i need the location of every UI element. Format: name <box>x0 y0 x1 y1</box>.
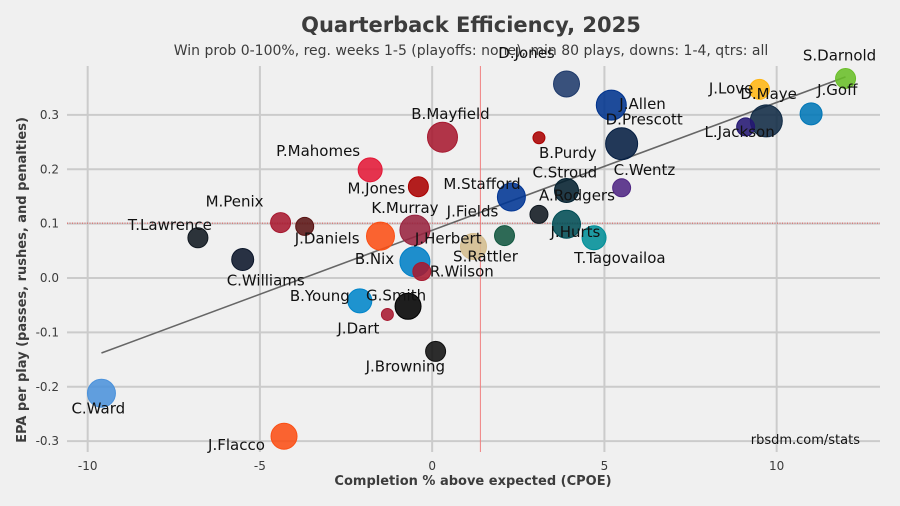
data-point-b-young <box>347 288 373 314</box>
point-label: D.Prescott <box>606 111 683 129</box>
data-point-b-purdy <box>532 131 546 145</box>
y-tick-label: 0.1 <box>40 217 59 231</box>
x-tick-label: -10 <box>78 459 98 473</box>
x-tick-label: -5 <box>254 459 266 473</box>
point-label: C.Ward <box>71 399 125 417</box>
data-point-j-dart <box>380 307 394 321</box>
data-points <box>86 68 857 450</box>
y-tick-label: 0.0 <box>40 271 59 285</box>
x-axis-label: Completion % above expected (CPOE) <box>334 474 611 489</box>
data-point-t-lawrence <box>187 227 209 249</box>
data-point-c-williams <box>231 248 255 272</box>
point-label: M.Jones <box>347 180 405 198</box>
point-label: J.Herbert <box>414 230 482 248</box>
point-label: A.Rodgers <box>539 186 615 204</box>
data-point-r-wilson <box>412 262 432 282</box>
point-label: K.Murray <box>371 199 438 217</box>
data-point-c-ward <box>86 378 116 408</box>
point-label: C.Stroud <box>533 163 598 181</box>
point-label: J.Hurts <box>550 223 601 241</box>
source-credit: rbsdm.com/stats <box>751 433 860 448</box>
x-tick-label: 0 <box>428 459 436 473</box>
y-tick-label: 0.3 <box>40 108 59 122</box>
point-label: J.Love <box>708 79 754 97</box>
y-tick-label: -0.1 <box>36 325 59 339</box>
y-tick-label: -0.3 <box>36 434 59 448</box>
point-label: S.Rattler <box>453 247 519 265</box>
data-point-j-love <box>748 78 770 100</box>
chart-title: Quarterback Efficiency, 2025 <box>301 13 641 37</box>
point-label: J.Goff <box>816 81 858 99</box>
y-tick-label: -0.2 <box>36 380 59 394</box>
data-point-l-jackson <box>736 117 756 137</box>
data-point-k-murray <box>399 214 431 246</box>
point-label: D.Jones <box>498 44 555 62</box>
data-point-j-browning <box>425 340 447 362</box>
point-labels: D.Jones S.Darnold J.Love J.Allen D.Maye J.Gof… <box>71 44 876 454</box>
point-label: T.Tagovailoa <box>573 249 666 267</box>
data-point-t-tagovailoa <box>581 225 607 251</box>
point-label: C.Wentz <box>614 161 676 179</box>
data-point-j-allen <box>595 89 627 121</box>
data-point-j-daniels <box>295 216 315 236</box>
point-label: R.Wilson <box>430 263 494 281</box>
data-point-m-penix <box>270 212 292 234</box>
data-point-s-darnold <box>835 68 857 90</box>
data-point-b-nix <box>365 221 395 251</box>
point-label: M.Stafford <box>443 175 520 193</box>
point-label: B.Young <box>290 287 350 305</box>
point-label: J.Dart <box>336 319 379 337</box>
point-label: J.Browning <box>365 357 445 375</box>
y-tick-label: 0.2 <box>40 162 59 176</box>
point-label: B.Purdy <box>539 144 597 162</box>
point-label: B.Nix <box>355 250 394 268</box>
data-point-a-rodgers <box>529 204 549 224</box>
data-point-m-jones <box>407 176 429 198</box>
point-label: P.Mahomes <box>276 142 360 160</box>
data-point-c-stroud <box>554 177 580 203</box>
x-tick-label: 10 <box>769 459 784 473</box>
point-label: B.Mayfield <box>411 105 489 123</box>
point-label: M.Penix <box>206 193 264 211</box>
trendline <box>101 76 846 354</box>
point-label: J.Flacco <box>207 436 265 454</box>
trendline-group <box>101 76 846 354</box>
x-tick-label: 5 <box>601 459 609 473</box>
point-label: G.Smith <box>366 286 426 304</box>
reference-lines <box>67 66 880 452</box>
point-label: J.Fields <box>446 203 499 221</box>
y-axis-label: EPA per play (passes, rushes, and penalt… <box>15 117 30 443</box>
point-label: C.Williams <box>227 272 305 290</box>
data-point-p-mahomes <box>357 157 383 183</box>
data-point-j-goff <box>799 102 823 126</box>
data-point-d-jones <box>553 70 581 98</box>
data-point-j-flacco <box>270 422 298 450</box>
point-label: J.Daniels <box>294 229 360 247</box>
data-point-j-fields <box>494 225 516 247</box>
data-point-b-mayfield <box>426 121 458 153</box>
point-label: D.Maye <box>740 85 797 103</box>
data-point-j-hurts <box>552 209 582 239</box>
data-point-s-rattler <box>460 232 487 260</box>
point-label: L.Jackson <box>705 123 775 141</box>
data-point-g-smith <box>394 292 422 320</box>
data-point-c-wentz <box>612 178 632 198</box>
axis-ticks: -10 -5 0 5 10 -0.3 -0.2 -0.1 0.0 0.1 0.2 0.3 <box>36 108 785 473</box>
chart-subtitle: Win prob 0-100%, reg. weeks 1-5 (playoff… <box>174 43 769 59</box>
point-label: T.Lawrence <box>127 216 212 234</box>
point-label: J.Allen <box>618 95 666 113</box>
data-point-m-stafford <box>496 182 526 212</box>
data-point-d-prescott <box>605 127 639 161</box>
point-label: S.Darnold <box>803 47 876 65</box>
